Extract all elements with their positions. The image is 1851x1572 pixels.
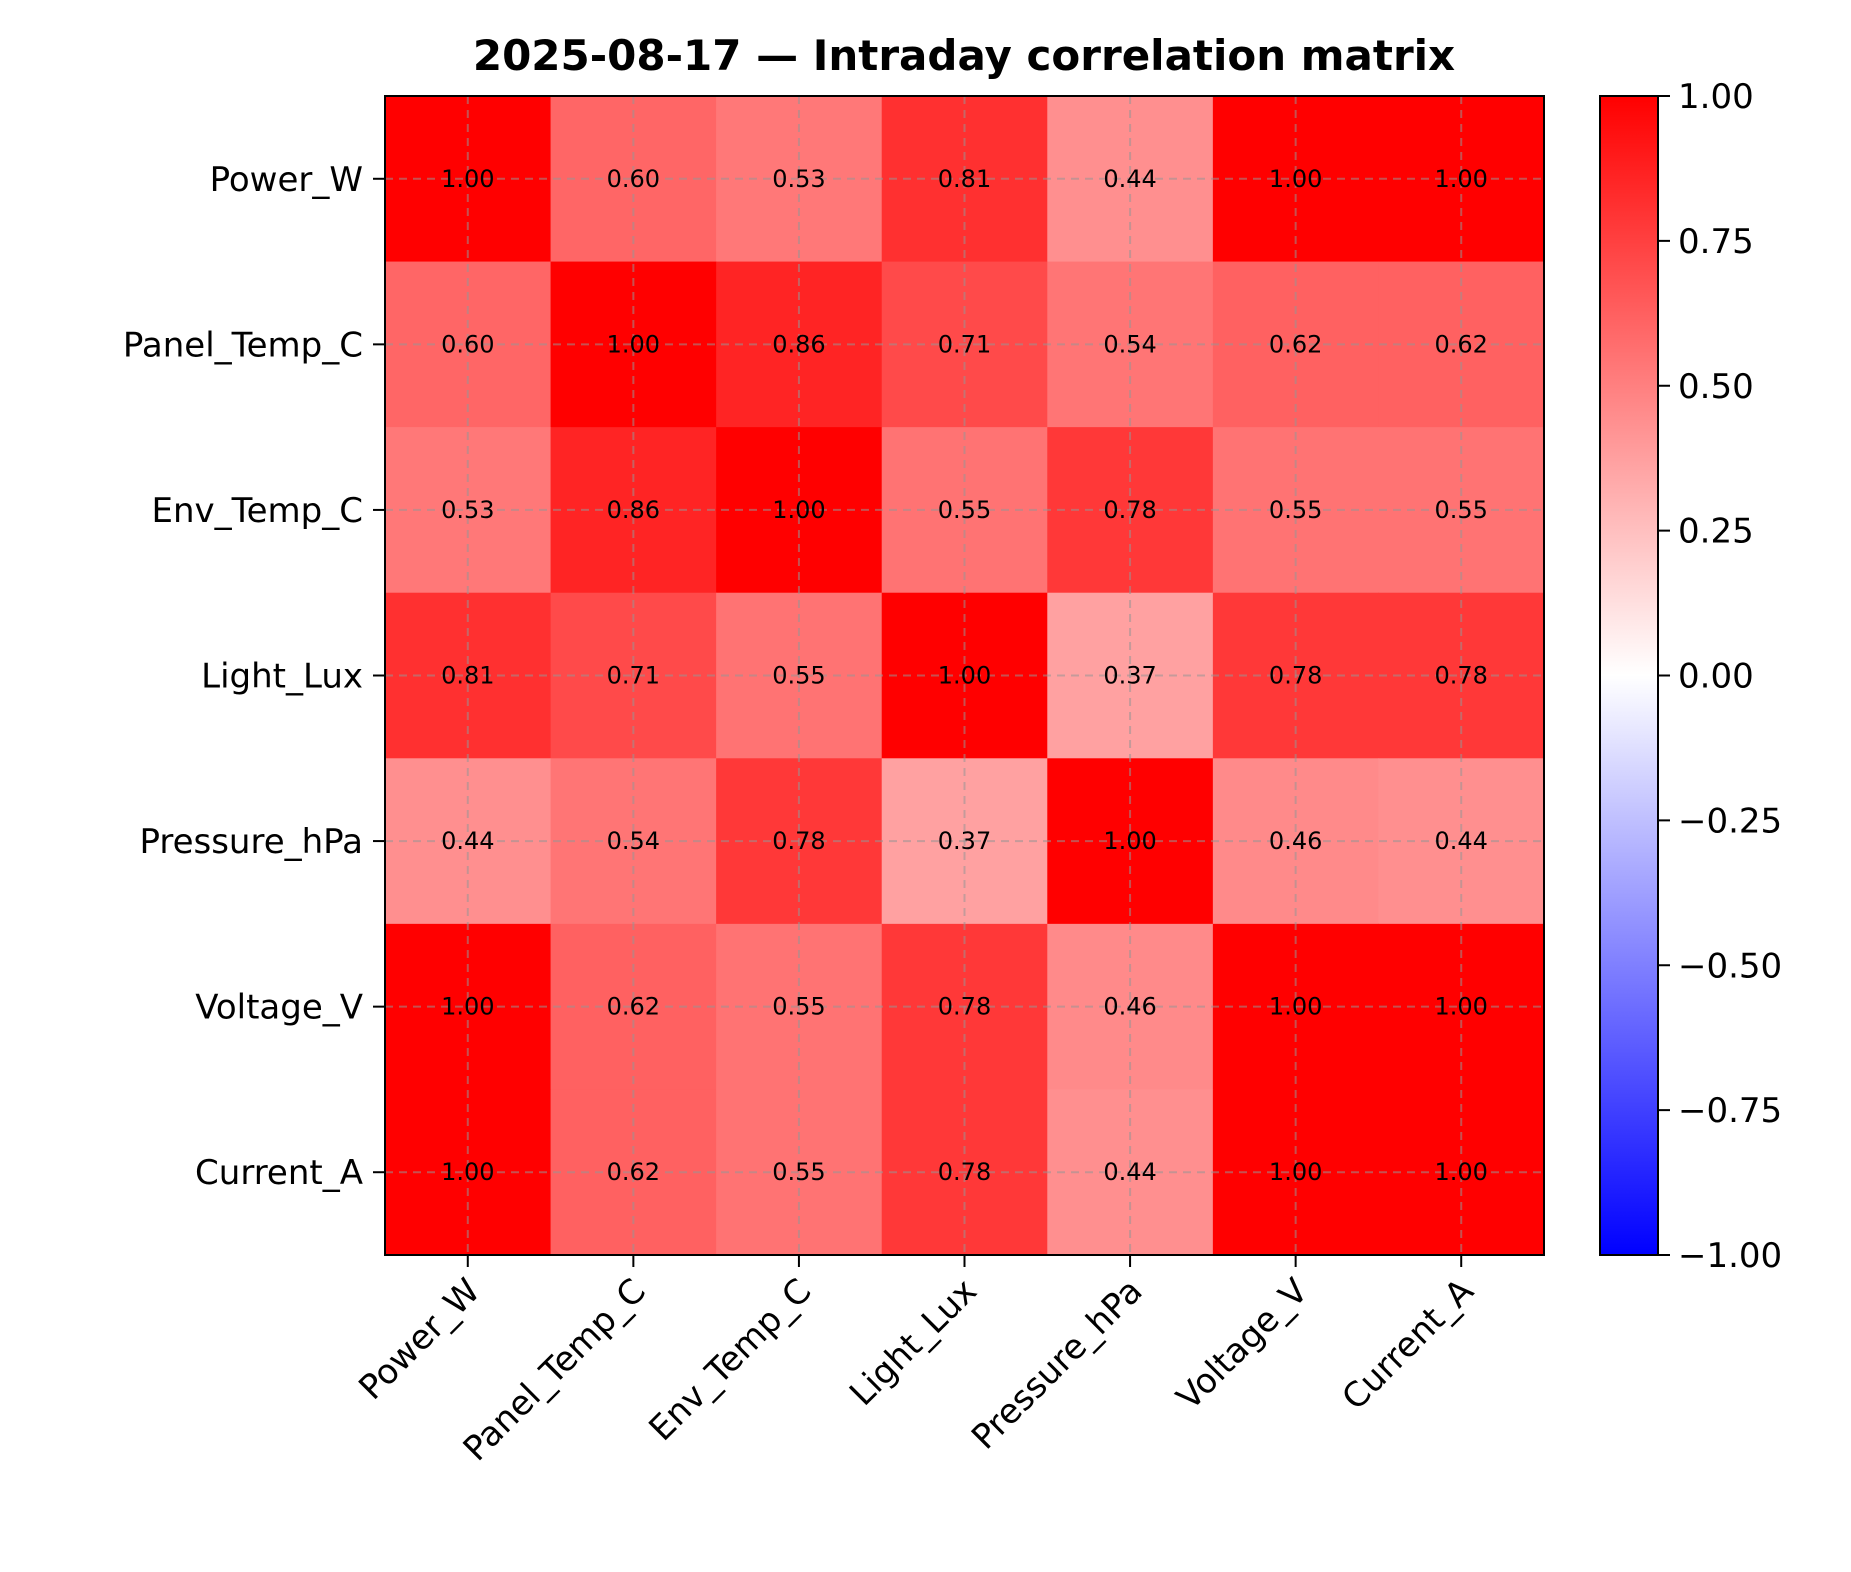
- cell-value-label: 1.00: [1103, 827, 1156, 855]
- cell-value-label: 0.54: [1103, 330, 1156, 358]
- y-tick-label: Env_Temp_C: [151, 491, 363, 531]
- colorbar-tick-label: 0.50: [1678, 367, 1754, 407]
- cell-value-label: 1.00: [441, 165, 494, 193]
- colorbar-tick-label: 0.75: [1678, 222, 1754, 262]
- cell-value-label: 0.62: [607, 993, 660, 1021]
- cell-value-label: 0.78: [772, 827, 825, 855]
- cell-value-label: 0.86: [772, 330, 825, 358]
- cell-value-label: 1.00: [1269, 1158, 1322, 1186]
- cell-value-label: 0.81: [441, 662, 494, 690]
- colorbar-tick-label: −1.00: [1678, 1236, 1782, 1276]
- heatmap-cell: [385, 261, 552, 428]
- cell-value-label: 0.44: [1103, 165, 1156, 193]
- heatmap-cell: [385, 96, 552, 263]
- cell-value-label: 0.62: [1434, 330, 1487, 358]
- cell-value-label: 0.55: [772, 662, 825, 690]
- cell-value-label: 0.46: [1269, 827, 1322, 855]
- cell-value-label: 0.46: [1103, 993, 1156, 1021]
- cell-value-label: 0.55: [772, 1158, 825, 1186]
- colorbar-tick-label: 0.25: [1678, 512, 1754, 552]
- cell-value-label: 1.00: [1269, 165, 1322, 193]
- cell-value-label: 0.62: [607, 1158, 660, 1186]
- cell-value-label: 0.44: [1434, 827, 1487, 855]
- cell-value-label: 0.55: [1434, 496, 1487, 524]
- heatmap-cell: [1378, 1089, 1545, 1256]
- cell-value-label: 0.37: [1103, 662, 1156, 690]
- heatmap-cell: [1378, 96, 1545, 263]
- y-tick-label: Pressure_hPa: [139, 822, 363, 862]
- cell-value-label: 1.00: [1434, 165, 1487, 193]
- cell-value-label: 0.53: [772, 165, 825, 193]
- x-tick-label: Env_Temp_C: [641, 1271, 819, 1449]
- heatmap-cell-labels: 1.00 0.60 0.53 0.81 0.44 1.00 1.00 0.60 1.00 0.86…: [441, 165, 1488, 1186]
- chart-title: 2025-08-17 — Intraday correlation matrix: [473, 31, 1455, 80]
- cell-value-label: 0.55: [938, 496, 991, 524]
- cell-value-label: 0.78: [1103, 496, 1156, 524]
- x-tick-label: Light_Lux: [842, 1271, 985, 1414]
- cell-value-label: 0.78: [938, 993, 991, 1021]
- y-tick-label: Current_A: [195, 1153, 363, 1193]
- cell-value-label: 0.44: [1103, 1158, 1156, 1186]
- colorbar-tick-label: −0.75: [1678, 1091, 1782, 1131]
- x-tick-label: Current_A: [1335, 1271, 1482, 1418]
- colorbar-gradient: [1599, 95, 1659, 1256]
- cell-value-label: 1.00: [1434, 993, 1487, 1021]
- cell-value-label: 1.00: [772, 496, 825, 524]
- y-tick-label: Light_Lux: [201, 657, 363, 697]
- heatmap-grid: [385, 96, 1544, 1255]
- colorbar-tick-label: −0.50: [1678, 946, 1782, 986]
- x-tick-label: Pressure_hPa: [964, 1271, 1150, 1457]
- cell-value-label: 0.78: [1269, 662, 1322, 690]
- x-tick-label: Power_W: [351, 1271, 488, 1408]
- colorbar-tick-label: 1.00: [1678, 77, 1754, 117]
- colorbar: 1.00 0.75 0.50 0.25 0.00 −0.25 −0.50 −0.75 −1.00: [1599, 77, 1782, 1276]
- cell-value-label: 0.37: [938, 827, 991, 855]
- cell-value-label: 0.60: [441, 330, 494, 358]
- heatmap-cell: [550, 1089, 717, 1256]
- heatmap-cell: [550, 261, 717, 428]
- heatmap-cell: [1378, 261, 1545, 428]
- colorbar-tick-label: −0.25: [1678, 801, 1782, 841]
- x-tick-label: Voltage_V: [1169, 1271, 1316, 1418]
- cell-value-label: 0.55: [1269, 496, 1322, 524]
- cell-value-label: 1.00: [1434, 1158, 1487, 1186]
- cell-value-label: 0.62: [1269, 330, 1322, 358]
- cell-value-label: 1.00: [607, 330, 660, 358]
- cell-value-label: 0.78: [938, 1158, 991, 1186]
- cell-value-label: 0.81: [938, 165, 991, 193]
- cell-value-label: 1.00: [938, 662, 991, 690]
- cell-value-label: 1.00: [1269, 993, 1322, 1021]
- cell-value-label: 0.55: [772, 993, 825, 1021]
- y-tick-label: Voltage_V: [195, 988, 363, 1028]
- y-tick-label: Panel_Temp_C: [123, 325, 363, 365]
- heatmap-cell: [550, 96, 717, 263]
- cell-value-label: 0.60: [607, 165, 660, 193]
- colorbar-tick-label: 0.00: [1678, 657, 1754, 697]
- cell-value-label: 0.71: [607, 662, 660, 690]
- cell-value-label: 1.00: [441, 1158, 494, 1186]
- cell-value-label: 1.00: [441, 993, 494, 1021]
- cell-value-label: 0.71: [938, 330, 991, 358]
- y-tick-label: Power_W: [210, 160, 363, 200]
- cell-value-label: 0.44: [441, 827, 494, 855]
- y-axis: Power_W Panel_Temp_C Env_Temp_C Light_Lux Pr…: [123, 160, 385, 1193]
- heatmap-cell: [385, 1089, 552, 1256]
- cell-value-label: 0.53: [441, 496, 494, 524]
- cell-value-label: 0.54: [607, 827, 660, 855]
- cell-value-label: 0.78: [1434, 662, 1487, 690]
- cell-value-label: 0.86: [607, 496, 660, 524]
